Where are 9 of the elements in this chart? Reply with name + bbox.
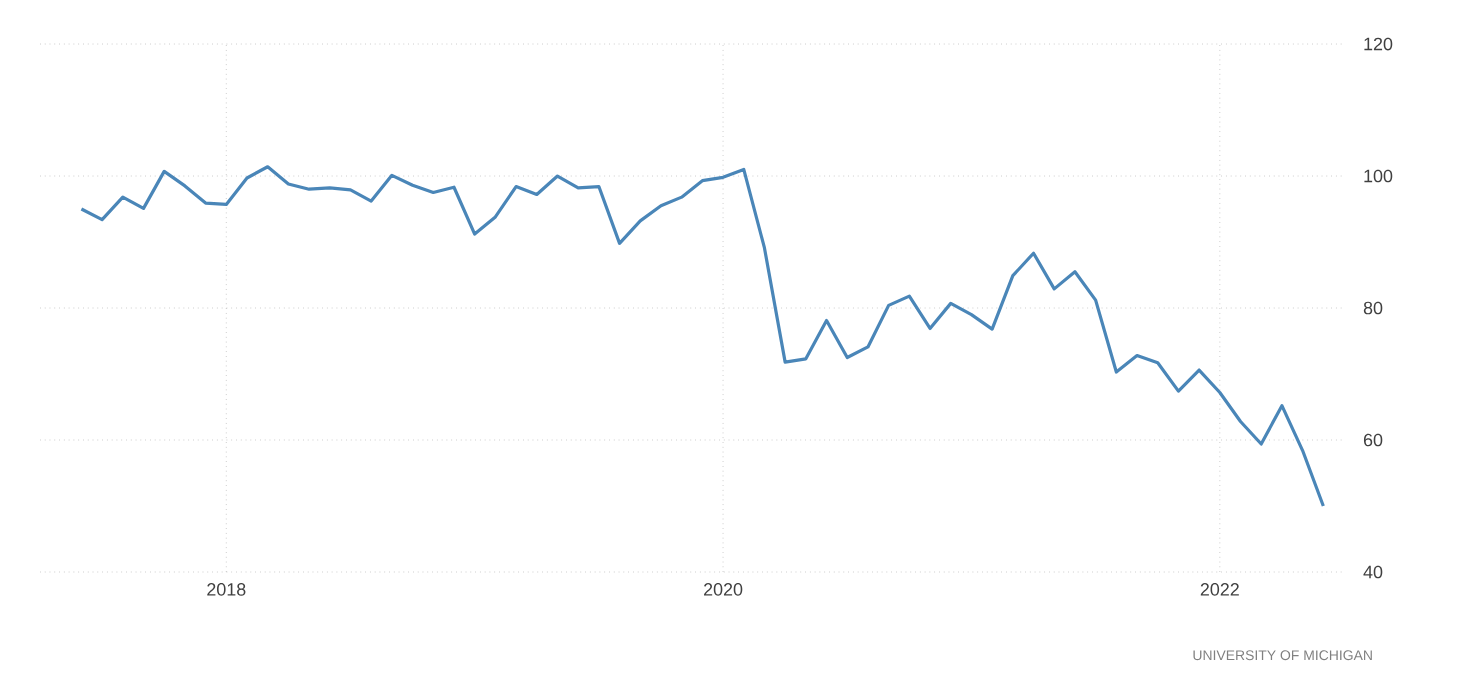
line-series — [79, 165, 1325, 508]
y-tick-label: 60 — [1363, 433, 1383, 447]
x-tick-label: 2020 — [704, 583, 743, 596]
x-tick-label: 2022 — [1200, 583, 1239, 596]
y-tick-label: 40 — [1363, 565, 1383, 579]
x-tick-label: 2018 — [207, 583, 246, 596]
y-tick-label: 120 — [1364, 37, 1393, 51]
y-tick-label: 100 — [1364, 169, 1393, 183]
y-tick-label: 80 — [1363, 301, 1383, 315]
